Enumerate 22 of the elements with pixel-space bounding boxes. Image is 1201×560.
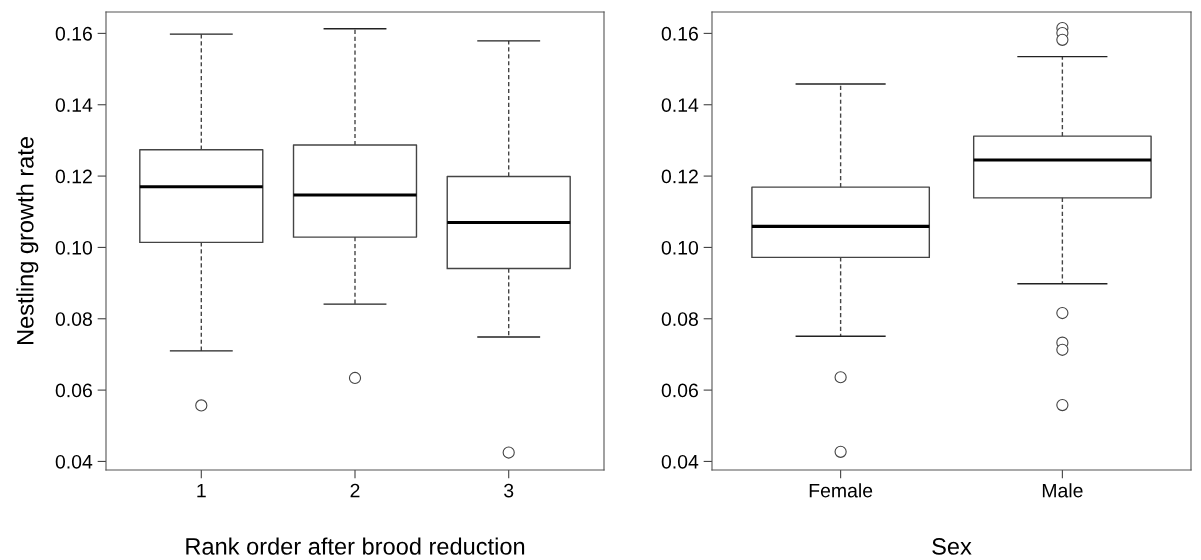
x-tick-label: Female [809,483,873,498]
x-axis-title: Rank order after brood reduction [186,537,525,555]
x-tick-label: 1 [197,483,206,498]
y-tick-label: 0.04 [55,454,93,469]
x-tick-label: 2 [350,483,360,498]
y-tick-label: 0.10 [55,240,93,255]
y-axis-title: Nestling growth rate [16,137,39,345]
y-tick-label: 0.08 [661,312,698,326]
y-tick-label: 0.14 [661,98,699,112]
y-tick-label: 0.16 [661,26,698,41]
y-tick-label: 0.04 [661,454,699,469]
x-tick-label: Male [1042,483,1083,498]
x-axis-title: Sex [932,538,972,555]
y-tick-label: 0.06 [661,383,698,398]
x-tick-label: 3 [504,483,514,498]
y-tick-label: 0.10 [661,240,699,255]
y-tick-label: 0.16 [55,26,92,41]
y-tick-label: 0.08 [55,312,92,326]
y-tick-label: 0.12 [55,169,92,184]
y-tick-label: 0.12 [661,169,698,184]
y-tick-label: 0.14 [55,98,93,112]
y-tick-label: 0.06 [55,383,92,398]
